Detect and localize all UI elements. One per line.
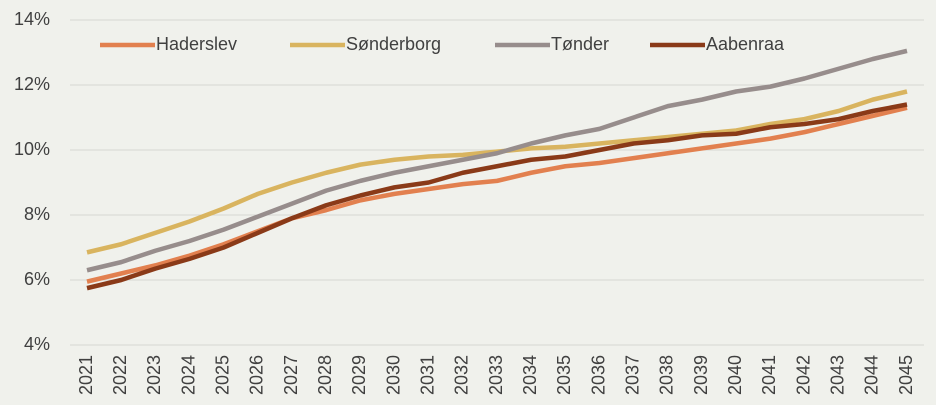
x-tick-label: 2043 — [827, 355, 847, 395]
y-tick-label: 12% — [14, 74, 50, 94]
x-tick-label: 2026 — [247, 355, 267, 395]
legend-label: Aabenraa — [706, 34, 785, 54]
x-tick-label: 2045 — [896, 355, 916, 395]
x-tick-label: 2023 — [144, 355, 164, 395]
y-tick-label: 4% — [24, 334, 50, 354]
x-tick-label: 2034 — [520, 355, 540, 395]
x-tick-label: 2022 — [110, 355, 130, 395]
x-tick-label: 2036 — [588, 355, 608, 395]
series-line — [86, 89, 908, 255]
x-tick-label: 2035 — [554, 355, 574, 395]
y-tick-label: 6% — [24, 269, 50, 289]
x-tick-label: 2044 — [862, 355, 882, 395]
series-line — [86, 102, 908, 291]
x-tick-label: 2028 — [315, 355, 335, 395]
x-tick-label: 2021 — [76, 355, 96, 395]
y-tick-label: 8% — [24, 204, 50, 224]
y-tick-label: 10% — [14, 139, 50, 159]
x-tick-label: 2041 — [759, 355, 779, 395]
x-tick-label: 2027 — [281, 355, 301, 395]
x-tick-label: 2040 — [725, 355, 745, 395]
legend-label: Sønderborg — [346, 34, 441, 54]
x-tick-label: 2025 — [212, 355, 232, 395]
x-tick-label: 2033 — [486, 355, 506, 395]
x-tick-label: 2029 — [349, 355, 369, 395]
x-tick-label: 2031 — [417, 355, 437, 395]
legend-label: Tønder — [551, 34, 609, 54]
x-tick-label: 2039 — [691, 355, 711, 395]
y-tick-label: 14% — [14, 9, 50, 29]
x-tick-label: 2030 — [383, 355, 403, 395]
legend-label: Haderslev — [156, 34, 237, 54]
x-tick-label: 2037 — [622, 355, 642, 395]
series-line — [86, 48, 908, 273]
x-tick-label: 2024 — [178, 355, 198, 395]
series-line — [86, 105, 908, 284]
x-tick-label: 2032 — [452, 355, 472, 395]
x-tick-label: 2038 — [657, 355, 677, 395]
x-tick-label: 2042 — [793, 355, 813, 395]
